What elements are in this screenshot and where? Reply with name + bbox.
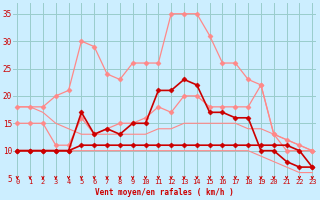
X-axis label: Vent moyen/en rafales ( km/h ): Vent moyen/en rafales ( km/h )	[95, 188, 234, 197]
